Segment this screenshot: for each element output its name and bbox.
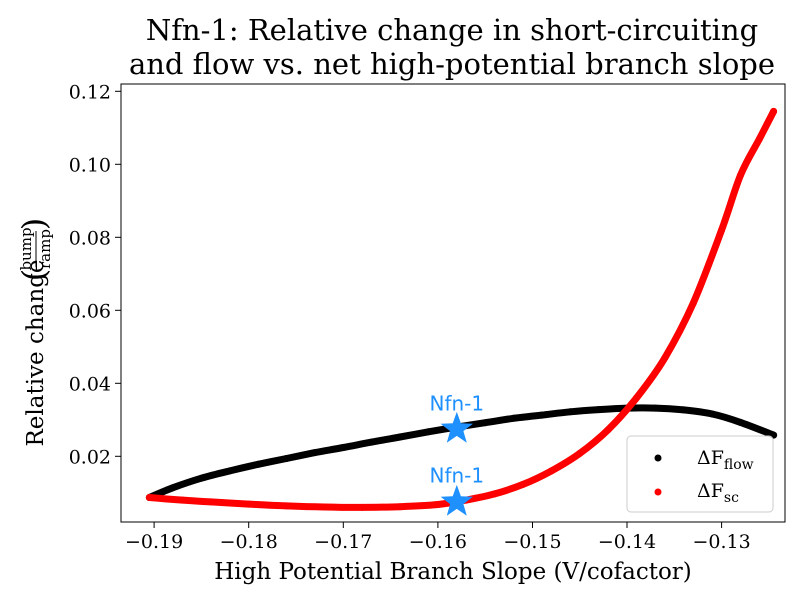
series-sc-point	[145, 494, 153, 501]
legend-marker-flow	[654, 454, 662, 462]
series-sc-point	[547, 467, 555, 475]
series-flow-point	[595, 406, 603, 414]
series-sc-point	[633, 394, 640, 402]
x-axis: −0.19 −0.18 −0.17 −0.16 −0.15 −0.14 −0.13	[125, 522, 751, 553]
series-sc-point	[604, 426, 612, 434]
legend-box	[626, 435, 774, 513]
series-sc-point	[283, 502, 290, 510]
series-flow-point	[566, 408, 574, 416]
y-axis-label-group: Relative change ( ) bump ramp	[15, 218, 54, 447]
x-tick-label: −0.14	[598, 531, 656, 553]
y-tick-label: 0.08	[69, 227, 111, 249]
series-sc-point	[358, 503, 366, 511]
y-tick-label: 0.02	[69, 446, 111, 468]
series-sc-point	[770, 107, 778, 115]
series-flow-point	[368, 438, 376, 446]
y-axis-label-open-paren: (	[15, 269, 53, 281]
series-sc-curve	[145, 107, 778, 511]
chart-title-line-2: and flow vs. net high-potential branch s…	[129, 47, 775, 81]
series-sc-point	[576, 449, 584, 457]
series-sc-point	[718, 226, 726, 234]
nfn1-annotation-label: Nfn-1	[429, 391, 484, 415]
series-flow-point	[311, 449, 319, 457]
y-axis-label-numerator: bump	[17, 227, 35, 270]
y-axis-label-denominator: ramp	[36, 229, 54, 269]
legend-label-flow: ΔFflow	[697, 447, 754, 473]
y-tick-label: 0.10	[69, 154, 111, 176]
series-flow-point	[538, 411, 546, 419]
x-tick-label: −0.19	[125, 531, 183, 553]
series-flow-point	[651, 404, 659, 412]
y-axis-label: Relative change	[23, 259, 49, 446]
x-axis-label: High Potential Branch Slope (V/cofactor)	[214, 559, 692, 585]
series-sc-point	[756, 135, 763, 143]
x-tick-label: −0.17	[314, 531, 372, 553]
series-sc-point	[179, 496, 186, 504]
series-sc-point	[689, 299, 697, 307]
chart-title-line-1: Nfn-1: Relative change in short-circuiti…	[146, 13, 758, 47]
series-sc-point	[661, 354, 669, 362]
series-flow-point	[424, 428, 432, 436]
x-tick-label: −0.13	[692, 531, 750, 553]
series-flow-point	[226, 467, 234, 475]
series-flow-point	[339, 444, 347, 451]
nfn1-star-marker	[440, 484, 473, 516]
plot-frame	[120, 83, 786, 523]
x-tick-label: −0.18	[220, 531, 278, 553]
y-tick-label: 0.06	[69, 300, 111, 322]
series-sc-point	[519, 480, 527, 488]
legend-marker-sc	[654, 488, 662, 496]
series-sc-point	[320, 503, 328, 511]
series-flow-point	[283, 455, 290, 462]
legend: ΔFflow ΔFsc	[626, 435, 774, 513]
series-sc-point	[245, 500, 253, 508]
y-tick-label: 0.04	[69, 373, 111, 395]
nfn1-star-marker	[440, 411, 473, 443]
x-tick-label: −0.16	[409, 531, 467, 553]
series-flow-point	[680, 406, 688, 414]
series-flow-point	[254, 460, 262, 468]
series-sc-point	[434, 501, 442, 508]
y-axis: 0.02 0.04 0.06 0.08 0.10 0.12	[69, 81, 121, 468]
series-flow-point	[396, 433, 404, 441]
series-flow-point	[169, 484, 177, 492]
nfn1-annotation-label: Nfn-1	[429, 464, 484, 488]
series-sc-point	[207, 498, 215, 506]
series-flow-point	[197, 474, 205, 482]
x-tick-label: −0.15	[503, 531, 561, 553]
series-flow-point	[510, 414, 517, 422]
legend-label-sc: ΔFsc	[697, 480, 739, 506]
series-sc-point	[396, 503, 404, 511]
series-flow-point	[708, 410, 716, 418]
series-sc-point	[491, 490, 499, 498]
series-flow-point	[737, 418, 744, 426]
series-sc-point	[737, 171, 744, 179]
y-axis-label-close-paren: )	[15, 218, 53, 230]
series-flow-point	[481, 419, 489, 427]
y-tick-label: 0.12	[69, 81, 111, 103]
annotation-layer: Nfn-1 Nfn-1	[429, 391, 484, 516]
